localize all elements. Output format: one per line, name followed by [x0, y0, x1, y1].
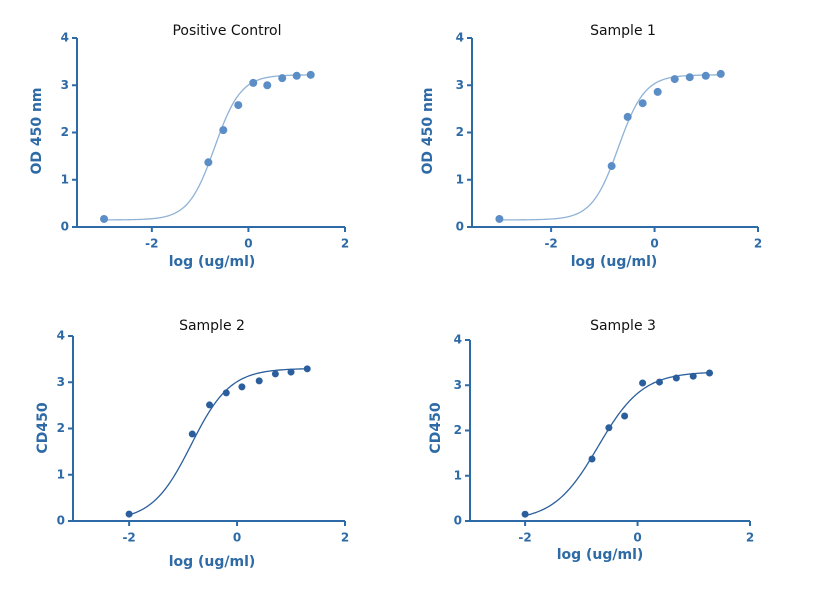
data-point [100, 214, 109, 223]
data-point [653, 87, 662, 96]
data-point [607, 162, 616, 171]
x-axis-label: log (ug/ml) [169, 554, 256, 570]
data-point [271, 370, 279, 378]
y-tick-label: 1 [57, 467, 65, 481]
x-tick-label: -2 [145, 237, 158, 251]
chart-title: Sample 2 [179, 318, 245, 334]
fit-curve [524, 372, 710, 517]
data-point [306, 70, 315, 79]
x-tick-label: 2 [341, 237, 349, 251]
y-tick-label: 2 [454, 423, 462, 437]
data-point [249, 78, 258, 87]
data-point [621, 412, 629, 420]
data-point [222, 389, 230, 397]
y-tick-label: 3 [456, 78, 464, 92]
data-point [701, 71, 710, 80]
x-tick-label: 0 [244, 237, 252, 251]
y-tick-label: 0 [454, 514, 462, 528]
data-point [263, 81, 272, 90]
data-point [219, 126, 228, 135]
x-tick-label: 0 [633, 531, 641, 545]
y-tick-label: 1 [454, 468, 462, 482]
data-point [670, 75, 679, 84]
data-point [716, 69, 725, 78]
y-tick-label: 4 [454, 333, 462, 347]
x-tick-label: 2 [754, 237, 762, 251]
y-tick-label: 2 [57, 421, 65, 435]
y-axis-label: CD450 [35, 402, 51, 453]
y-axis-label: CD450 [428, 402, 444, 453]
data-point [204, 158, 213, 167]
data-point [234, 101, 243, 110]
x-axis-label: log (ug/ml) [169, 254, 256, 270]
x-axis-label: log (ug/ml) [571, 254, 658, 270]
data-point [206, 401, 214, 409]
chart-title: Positive Control [172, 23, 281, 39]
y-tick-label: 2 [456, 125, 464, 139]
data-point [639, 379, 647, 387]
x-tick-label: 2 [341, 531, 349, 545]
data-point [685, 73, 694, 82]
data-point [605, 424, 613, 432]
y-axis-label: OD 450 nm [29, 87, 45, 174]
x-tick-label: -2 [122, 531, 135, 545]
data-point [292, 71, 301, 80]
y-tick-label: 0 [61, 220, 69, 234]
chart-title: Sample 1 [590, 23, 656, 39]
data-point [655, 378, 663, 386]
x-tick-label: 0 [650, 237, 658, 251]
y-tick-label: 3 [454, 378, 462, 392]
data-point [706, 369, 714, 377]
y-tick-label: 1 [61, 172, 69, 186]
y-tick-label: 3 [57, 375, 65, 389]
fit-curve [499, 74, 721, 221]
data-point [303, 365, 311, 373]
data-point [278, 74, 287, 83]
x-axis-label: log (ug/ml) [557, 547, 644, 563]
y-tick-label: 3 [61, 78, 69, 92]
y-axis-label: OD 450 nm [420, 87, 436, 174]
y-tick-label: 0 [57, 514, 65, 528]
data-point [255, 377, 263, 385]
x-tick-label: 0 [233, 531, 241, 545]
data-point [287, 368, 295, 376]
data-point [238, 383, 246, 391]
data-point [521, 510, 529, 518]
y-tick-label: 4 [57, 329, 65, 343]
fit-curve [104, 74, 311, 221]
y-tick-label: 0 [456, 220, 464, 234]
data-point [672, 374, 680, 382]
y-tick-label: 2 [61, 125, 69, 139]
data-point [638, 99, 647, 108]
x-tick-label: 2 [746, 531, 754, 545]
x-tick-label: -2 [518, 531, 531, 545]
data-point [689, 372, 697, 380]
y-tick-label: 4 [456, 31, 464, 45]
chart-title: Sample 3 [590, 318, 656, 334]
fit-curve [128, 368, 308, 516]
data-point [495, 214, 504, 223]
y-tick-label: 1 [456, 172, 464, 186]
data-point [125, 510, 133, 518]
data-point [588, 455, 596, 463]
y-tick-label: 4 [61, 31, 69, 45]
data-point [623, 112, 632, 121]
x-tick-label: -2 [544, 237, 557, 251]
data-point [188, 430, 196, 438]
